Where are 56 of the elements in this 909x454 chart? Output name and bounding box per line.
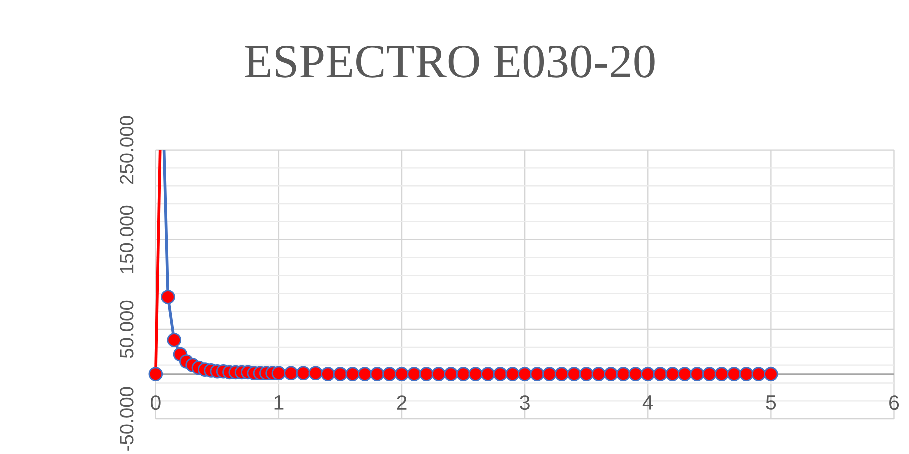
y-tick-label: -50.000	[120, 387, 134, 451]
y-tick-label: 150.000	[120, 206, 134, 274]
point	[284, 366, 298, 381]
point	[161, 290, 176, 304]
point	[567, 367, 582, 382]
point	[394, 367, 410, 382]
x-tick-label: 0	[151, 396, 161, 410]
point	[370, 367, 385, 382]
point	[518, 367, 532, 382]
point	[554, 367, 570, 382]
x-tick-label: 3	[520, 396, 530, 410]
point	[333, 367, 348, 382]
point	[444, 367, 458, 382]
point	[640, 367, 656, 382]
point	[272, 366, 286, 381]
x-tick-label: 5	[766, 396, 776, 410]
point	[628, 367, 643, 382]
point	[296, 366, 311, 381]
point	[321, 367, 336, 382]
point	[419, 367, 434, 382]
y-tick-label: 250.000	[120, 116, 134, 184]
x-tick-label: 1	[274, 396, 284, 410]
chart-title: ESPECTRO E030-20	[245, 46, 655, 78]
x-tick-label: 2	[397, 396, 407, 410]
point	[592, 367, 606, 382]
point	[167, 333, 182, 348]
point	[542, 367, 557, 382]
point	[752, 367, 766, 382]
point	[727, 367, 742, 382]
point	[702, 367, 717, 382]
point	[764, 367, 778, 382]
point	[382, 367, 397, 382]
point	[579, 367, 594, 382]
point	[530, 367, 545, 382]
point	[346, 367, 360, 382]
point	[690, 367, 705, 382]
point	[616, 367, 631, 382]
x-tick-label: 4	[642, 396, 654, 410]
point	[148, 367, 164, 382]
point	[666, 367, 680, 382]
point	[481, 367, 496, 382]
x-tick-label: 6	[890, 396, 900, 410]
point	[358, 367, 372, 382]
point	[678, 367, 692, 382]
point	[468, 367, 484, 382]
point	[506, 367, 520, 382]
point	[714, 367, 730, 382]
point	[493, 367, 508, 382]
point	[407, 367, 422, 382]
point	[308, 366, 324, 381]
point	[604, 367, 618, 382]
point	[739, 367, 754, 382]
y-tick-label: 50.000	[120, 300, 134, 358]
point	[432, 367, 446, 382]
point	[653, 367, 668, 382]
point	[456, 367, 471, 382]
